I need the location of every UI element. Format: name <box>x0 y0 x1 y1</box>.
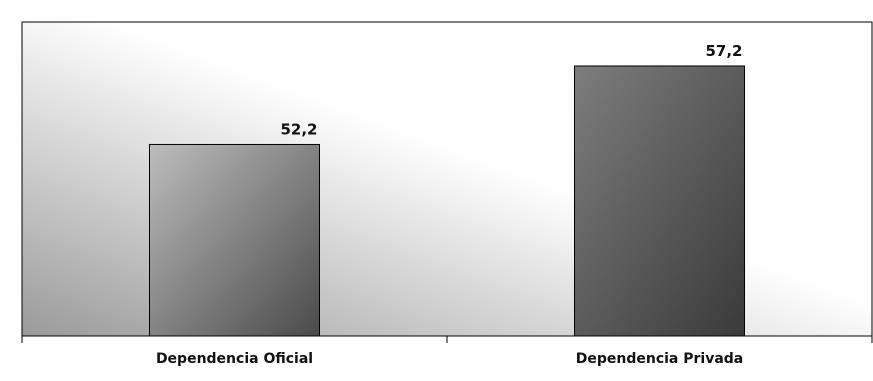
value-label-1: 52,2 <box>280 120 317 138</box>
x-ticks-group <box>21 336 873 343</box>
bar-1 <box>149 143 320 337</box>
category-labels-group: Dependencia Oficial Dependencia Privada <box>156 351 743 367</box>
value-labels-group: 52,2 57,2 <box>280 42 742 139</box>
category-label-1: Dependencia Oficial <box>156 351 313 367</box>
bar-2 <box>574 65 745 337</box>
category-label-2: Dependencia Privada <box>576 351 744 367</box>
value-label-2: 57,2 <box>705 42 742 60</box>
bars-group <box>149 65 745 337</box>
